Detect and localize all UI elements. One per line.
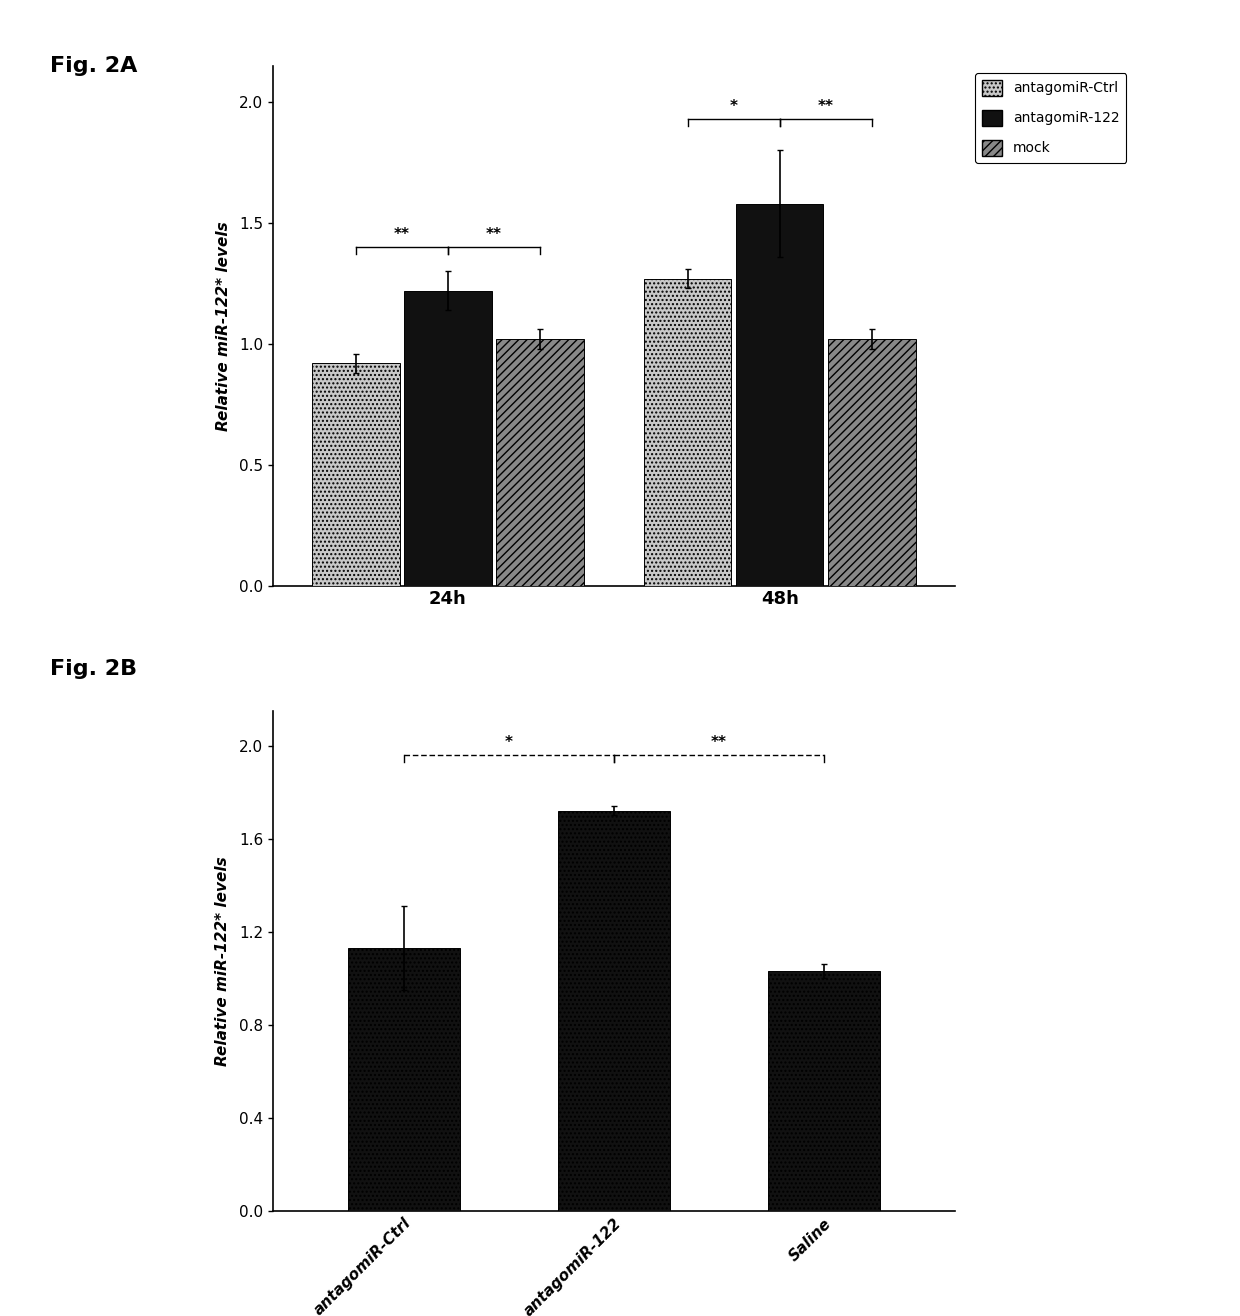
Y-axis label: Relative miR-122* levels: Relative miR-122* levels — [216, 221, 231, 430]
Bar — [735, 204, 823, 586]
Bar — [558, 811, 670, 1211]
Bar — [644, 279, 732, 586]
Text: **: ** — [394, 228, 410, 242]
Text: *: * — [505, 736, 512, 750]
Text: Fig. 2B: Fig. 2B — [50, 659, 136, 679]
Legend: antagomiR-Ctrl, antagomiR-122, mock: antagomiR-Ctrl, antagomiR-122, mock — [976, 72, 1126, 163]
Bar — [828, 340, 915, 586]
Text: **: ** — [486, 228, 502, 242]
Text: *: * — [729, 99, 738, 114]
Bar — [404, 291, 492, 586]
Bar — [312, 363, 399, 586]
Text: **: ** — [817, 99, 833, 114]
Bar — [496, 340, 584, 586]
Text: Fig. 2A: Fig. 2A — [50, 57, 136, 76]
Y-axis label: Relative miR-122* levels: Relative miR-122* levels — [216, 855, 231, 1066]
Bar — [768, 971, 880, 1211]
Bar — [347, 948, 460, 1211]
Text: **: ** — [711, 736, 727, 750]
